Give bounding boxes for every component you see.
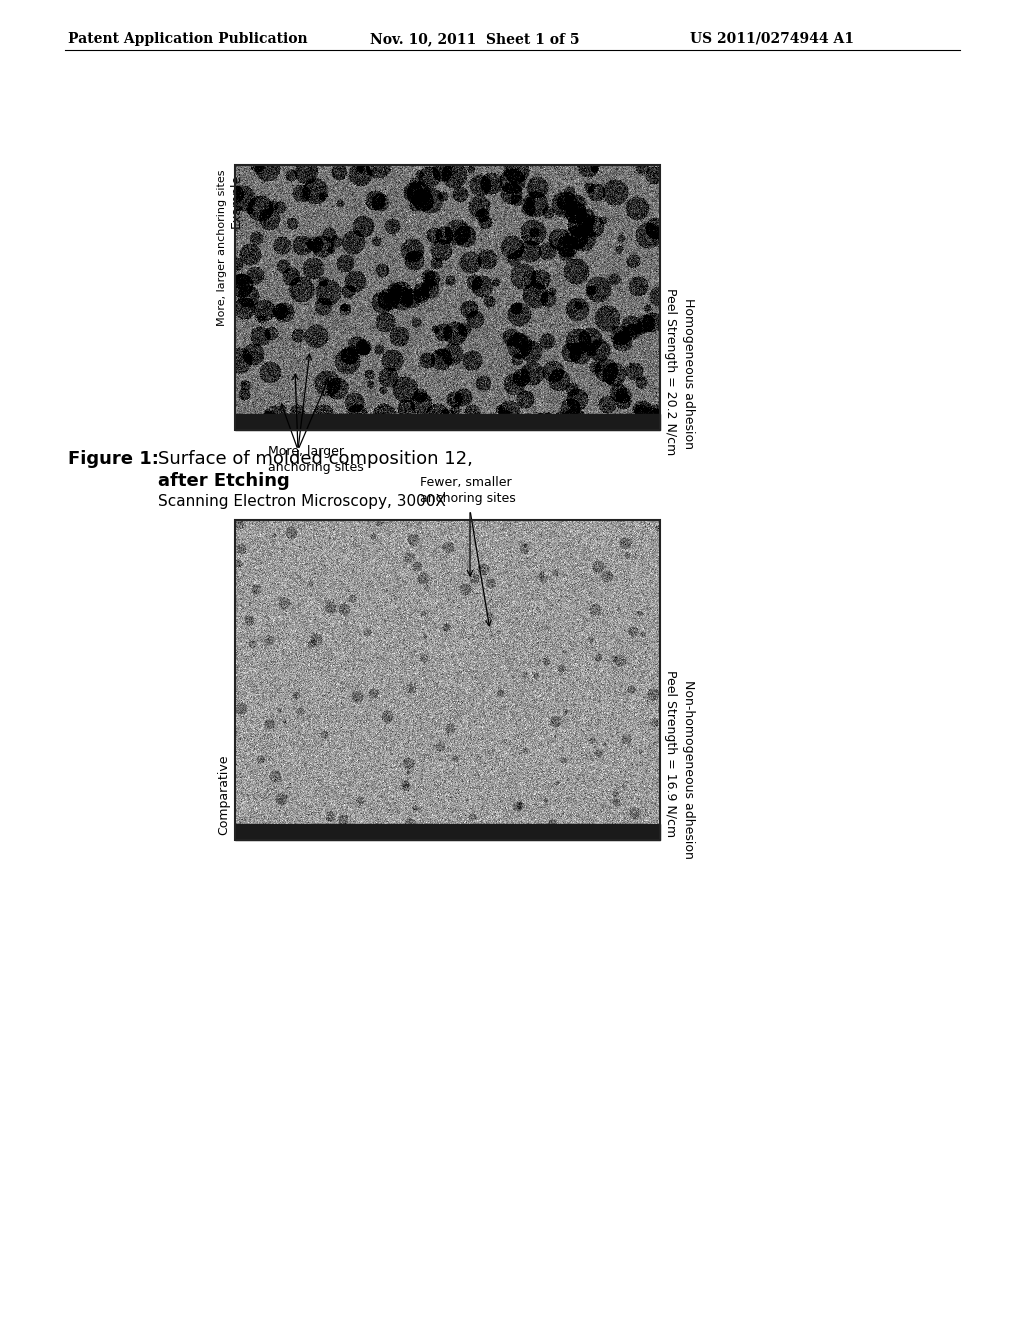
Text: More, larger anchoring sites: More, larger anchoring sites <box>217 170 227 326</box>
Bar <box>234 165 660 430</box>
Text: Homogeneous adhesion: Homogeneous adhesion <box>682 298 694 449</box>
Text: Patent Application Publication: Patent Application Publication <box>68 32 307 46</box>
Bar <box>234 414 660 430</box>
Bar <box>234 520 660 840</box>
Text: Example:: Example: <box>230 170 243 228</box>
Text: US 2011/0274944 A1: US 2011/0274944 A1 <box>690 32 854 46</box>
Text: Surface of molded composition 12,: Surface of molded composition 12, <box>158 450 478 469</box>
Text: Comparative: Comparative <box>217 755 230 836</box>
Text: Peel Strength = 16.9 N/cm: Peel Strength = 16.9 N/cm <box>664 671 677 837</box>
Text: Peel Strength = 20.2 N/cm: Peel Strength = 20.2 N/cm <box>664 288 677 455</box>
Text: More, larger
anchoring sites: More, larger anchoring sites <box>268 445 364 474</box>
Text: Non-homogeneous adhesion: Non-homogeneous adhesion <box>682 680 694 859</box>
Text: Fewer, smaller
anchoring sites: Fewer, smaller anchoring sites <box>420 477 516 506</box>
Text: after Etching: after Etching <box>158 473 290 490</box>
Text: Figure 1:: Figure 1: <box>68 450 171 469</box>
Bar <box>234 824 660 840</box>
Text: Scanning Electron Microscopy, 3000X: Scanning Electron Microscopy, 3000X <box>158 494 445 510</box>
Text: Nov. 10, 2011  Sheet 1 of 5: Nov. 10, 2011 Sheet 1 of 5 <box>370 32 580 46</box>
